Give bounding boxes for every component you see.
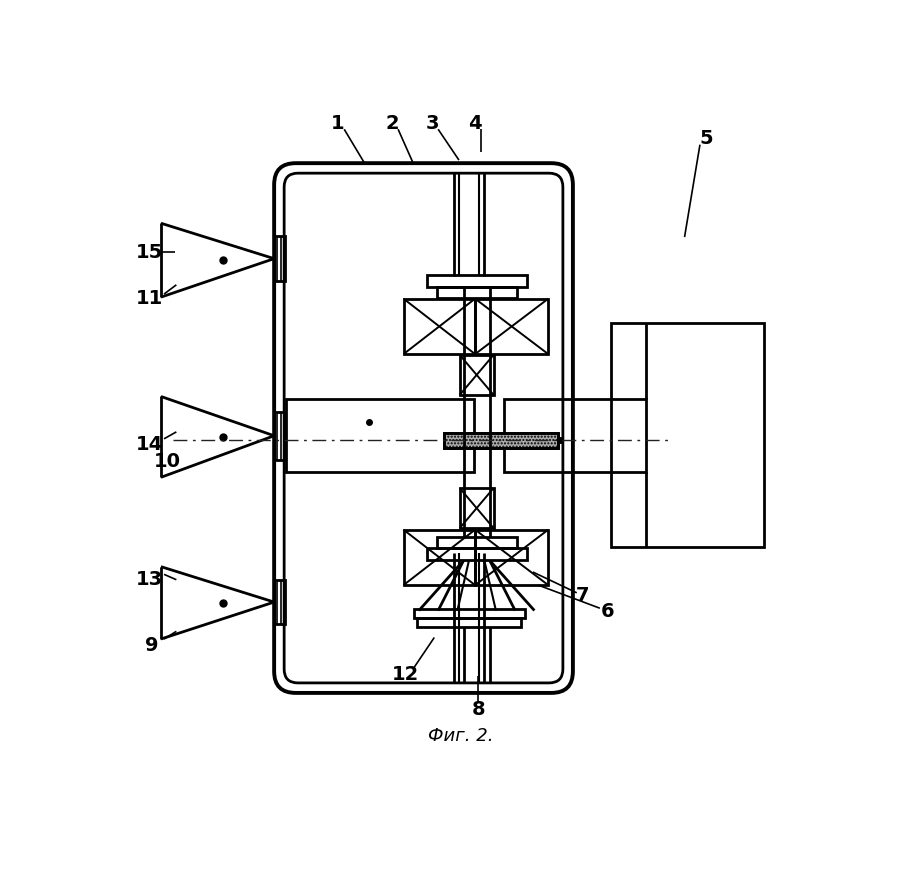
Text: 7: 7 bbox=[576, 586, 590, 605]
Bar bbox=[285, 399, 474, 472]
Bar bbox=[403, 529, 475, 585]
Text: 14: 14 bbox=[136, 435, 163, 454]
Bar bbox=[418, 618, 520, 628]
Text: 12: 12 bbox=[392, 665, 419, 684]
Bar bbox=[274, 580, 285, 624]
Bar bbox=[475, 529, 548, 585]
Bar bbox=[445, 433, 558, 448]
Bar bbox=[611, 324, 764, 547]
Text: 10: 10 bbox=[154, 453, 181, 472]
Bar bbox=[274, 412, 285, 460]
Text: 13: 13 bbox=[136, 570, 163, 589]
Text: 2: 2 bbox=[385, 113, 399, 133]
Bar bbox=[460, 355, 493, 395]
Bar bbox=[460, 488, 493, 528]
Text: 6: 6 bbox=[600, 602, 615, 621]
Text: 5: 5 bbox=[699, 129, 713, 148]
Text: 4: 4 bbox=[468, 113, 482, 133]
Text: 15: 15 bbox=[136, 243, 163, 262]
Text: 9: 9 bbox=[145, 636, 158, 655]
Bar bbox=[274, 236, 285, 281]
Text: 3: 3 bbox=[425, 113, 438, 133]
Bar bbox=[413, 609, 526, 618]
Bar bbox=[436, 287, 517, 298]
Text: 8: 8 bbox=[472, 700, 485, 719]
Bar bbox=[427, 275, 526, 287]
Bar bbox=[504, 399, 646, 472]
Text: Фиг. 2.: Фиг. 2. bbox=[428, 727, 494, 745]
Text: 1: 1 bbox=[331, 113, 345, 133]
Text: 11: 11 bbox=[136, 290, 163, 308]
Bar bbox=[475, 299, 548, 354]
Bar bbox=[445, 433, 558, 448]
Bar bbox=[427, 548, 526, 561]
Bar bbox=[403, 299, 475, 354]
Bar bbox=[436, 537, 517, 548]
